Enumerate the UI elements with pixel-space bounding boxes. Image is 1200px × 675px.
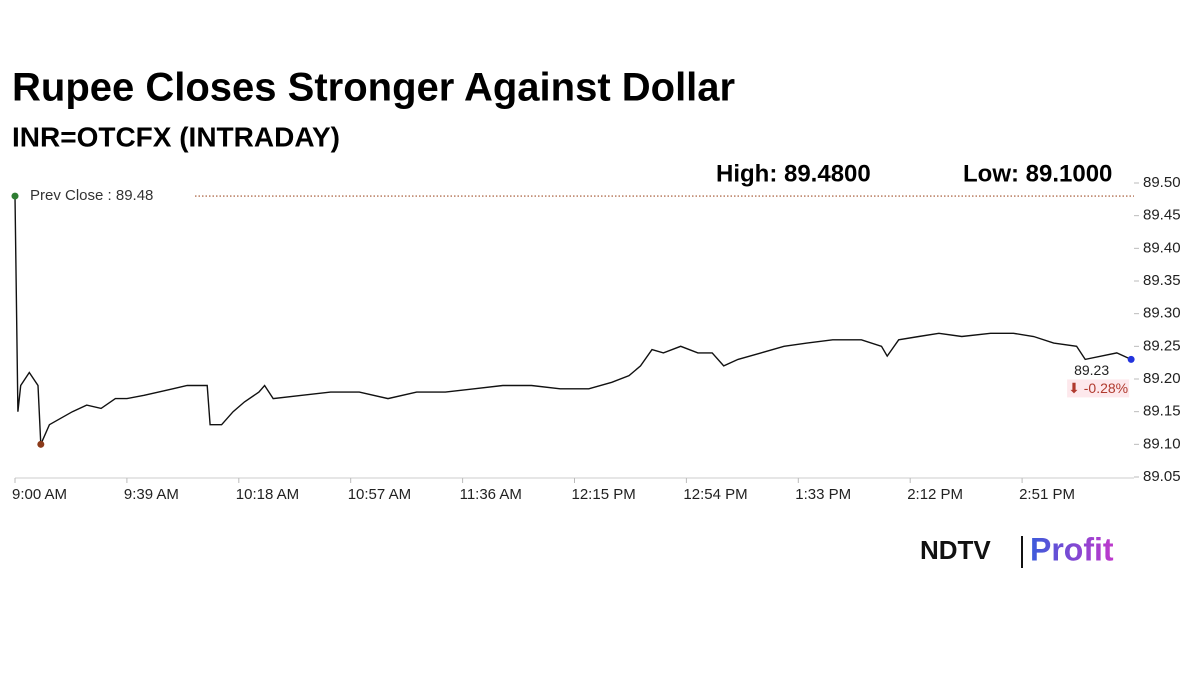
point-marker: [1127, 355, 1135, 363]
x-tick-label: 2:12 PM: [907, 486, 963, 503]
x-tick-label: 9:00 AM: [12, 486, 67, 503]
end-value-label: 89.23: [1074, 362, 1109, 378]
point-marker: [37, 440, 45, 448]
y-tick-label: 89.35: [1143, 272, 1181, 289]
point-marker: [11, 192, 19, 200]
y-tick-label: 89.50: [1143, 174, 1181, 191]
chart-subtitle: INR=OTCFX (INTRADAY): [12, 121, 340, 152]
price-line: [14, 196, 1132, 445]
x-tick-label: 9:39 AM: [124, 486, 179, 503]
high-label: High: 89.4800: [716, 160, 871, 187]
low-label: Low: 89.1000: [963, 160, 1112, 187]
prev-close-label: Prev Close : 89.48: [30, 187, 153, 204]
y-tick-label: 89.40: [1143, 239, 1181, 256]
x-tick-label: 10:57 AM: [348, 486, 411, 503]
change-label: ⬇ -0.28%: [1068, 380, 1128, 396]
y-tick-label: 89.05: [1143, 468, 1181, 485]
x-tick-label: 2:51 PM: [1019, 486, 1075, 503]
y-tick-label: 89.25: [1143, 337, 1181, 354]
y-tick-label: 89.30: [1143, 305, 1181, 322]
logo-right: Profit: [1030, 531, 1114, 567]
chart-title: Rupee Closes Stronger Against Dollar: [12, 66, 735, 110]
x-tick-label: 1:33 PM: [795, 486, 851, 503]
change-bg: [1067, 379, 1130, 398]
y-tick-label: 89.20: [1143, 370, 1181, 387]
x-tick-label: 11:36 AM: [460, 486, 522, 503]
x-tick-label: 12:15 PM: [572, 486, 636, 503]
x-tick-label: 12:54 PM: [683, 486, 747, 503]
x-tick-label: 10:18 AM: [236, 486, 299, 503]
y-tick-label: 89.10: [1143, 435, 1181, 452]
logo-left: NDTV: [920, 535, 991, 565]
y-tick-label: 89.15: [1143, 403, 1181, 420]
y-tick-label: 89.45: [1143, 207, 1181, 224]
